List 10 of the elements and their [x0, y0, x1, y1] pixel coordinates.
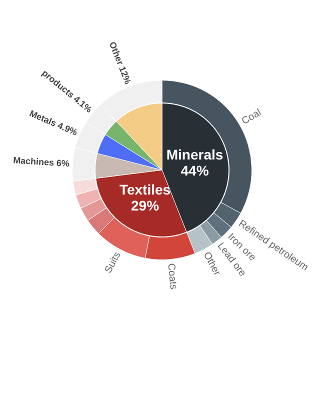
slice-label: Other 12%	[107, 40, 133, 86]
slice-label: Other	[200, 250, 223, 278]
data-label: 44%	[180, 162, 210, 179]
slice-label: Textiles	[119, 182, 171, 198]
slice-label: Coats	[165, 262, 179, 290]
slice-label: Coal	[240, 107, 264, 128]
slice-label: Machines 6%	[12, 155, 70, 169]
slice-label: Suits	[103, 250, 124, 276]
slice-label: Minerals	[166, 146, 224, 163]
data-label: 29%	[130, 198, 160, 214]
